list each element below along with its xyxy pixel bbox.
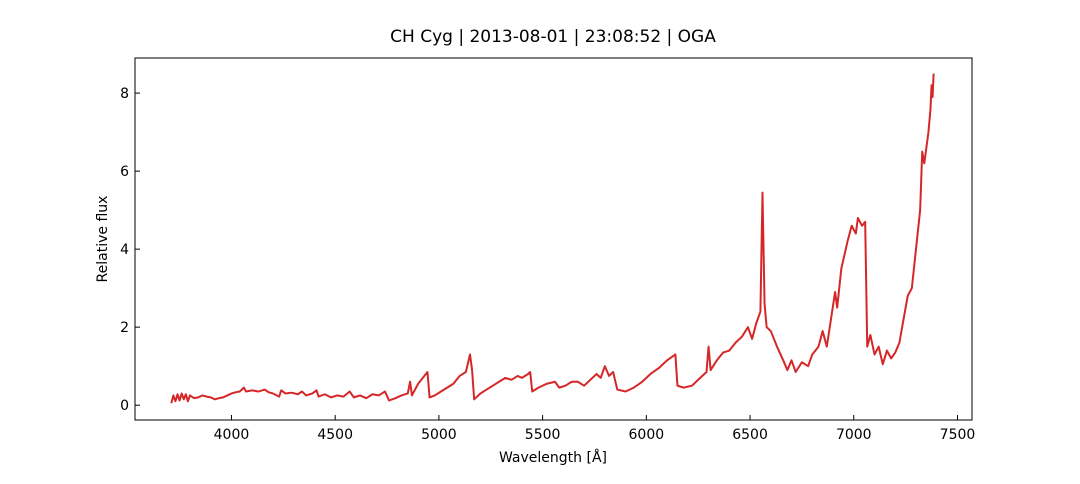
chart-title: CH Cyg | 2013-08-01 | 23:08:52 | OGA (390, 27, 716, 47)
y-tick-label: 6 (120, 164, 129, 180)
x-axis-label: Wavelength [Å] (499, 449, 607, 466)
y-tick-label: 2 (120, 320, 129, 336)
x-tick-label: 6500 (732, 427, 768, 443)
x-tick-label: 5500 (525, 427, 561, 443)
plot-frame (134, 57, 973, 421)
x-tick-label: 7500 (940, 427, 976, 443)
x-tick-label: 7000 (836, 427, 872, 443)
x-tick-label: 4000 (214, 427, 250, 443)
x-tick-label: 4500 (317, 427, 353, 443)
y-tick-label: 8 (120, 86, 129, 102)
x-tick-label: 6000 (629, 427, 665, 443)
y-tick-label: 0 (120, 398, 129, 414)
x-tick-label: 5000 (421, 427, 457, 443)
y-tick-label: 4 (120, 242, 129, 258)
spectrum-line (170, 73, 935, 404)
y-axis-label: Relative flux (95, 196, 111, 283)
